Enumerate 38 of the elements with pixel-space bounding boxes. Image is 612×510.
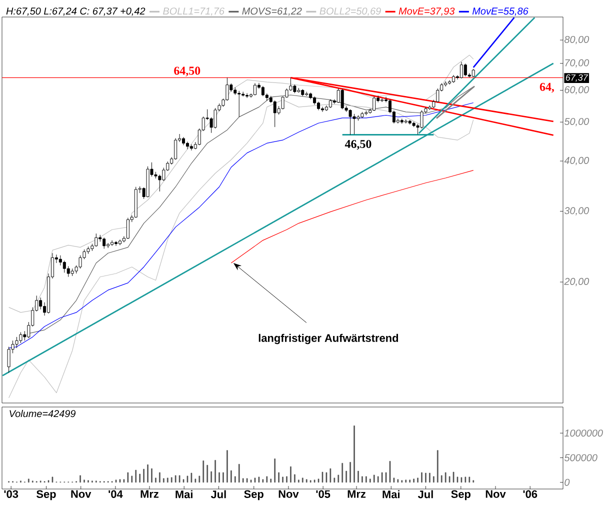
legend-label: BOLL1=71,76 <box>163 8 224 16</box>
annotation: 64, <box>540 82 554 93</box>
x-tick-label: '03 <box>4 490 18 498</box>
y-tick-label: 50,00 <box>564 118 590 126</box>
chart-title: Volume=42499 <box>10 410 76 418</box>
annotation: langfristiger Aufwärtstrend <box>258 334 398 344</box>
y-tick-label: 60,00 <box>564 86 590 94</box>
x-tick-label: Sep <box>451 490 470 500</box>
x-tick-label: Jul <box>210 490 226 498</box>
x-tick-label: Sep <box>36 490 56 500</box>
x-tick-label: Mrz <box>140 490 159 498</box>
x-tick-label: '06 <box>523 490 538 498</box>
x-tick-label: Nov <box>486 490 506 498</box>
y-tick-label: 30,00 <box>564 207 590 216</box>
y-tick-label: 0 <box>564 478 570 486</box>
legend-label: MOVS=61,22 <box>242 8 302 16</box>
x-tick-label: Mai <box>176 490 192 498</box>
legend-label: BOLL2=50,69 <box>320 8 381 16</box>
x-tick-label: Jul <box>418 490 433 498</box>
y-tick-label: 1000000 <box>564 430 603 437</box>
x-tick-label: Nov <box>278 490 299 498</box>
y-tick-label: 500000 <box>564 454 598 462</box>
annotation: 46,50 <box>344 140 372 150</box>
y-tick-label: 80,00 <box>564 36 590 44</box>
x-tick-label: '05 <box>316 490 330 498</box>
x-tick-label: Nov <box>71 490 92 498</box>
ref-line-label: 64,50 <box>174 66 200 76</box>
y-tick-label: 40,00 <box>564 156 590 166</box>
x-tick-label: Sep <box>244 490 264 500</box>
x-tick-label: '04 <box>108 490 123 498</box>
legend-label: MovE=55,86 <box>472 8 528 16</box>
x-tick-label: Mrz <box>348 490 366 498</box>
x-tick-label: Mai <box>382 490 400 498</box>
text: 67,37 <box>566 74 588 82</box>
y-tick-label: 70,00 <box>565 59 590 68</box>
legend-label: MovE=37,93 <box>398 8 455 16</box>
chart-title: H:67,50 L:67,24 C: 67,37 +0,42 <box>6 8 146 16</box>
y-tick-label: 20,00 <box>564 278 590 286</box>
